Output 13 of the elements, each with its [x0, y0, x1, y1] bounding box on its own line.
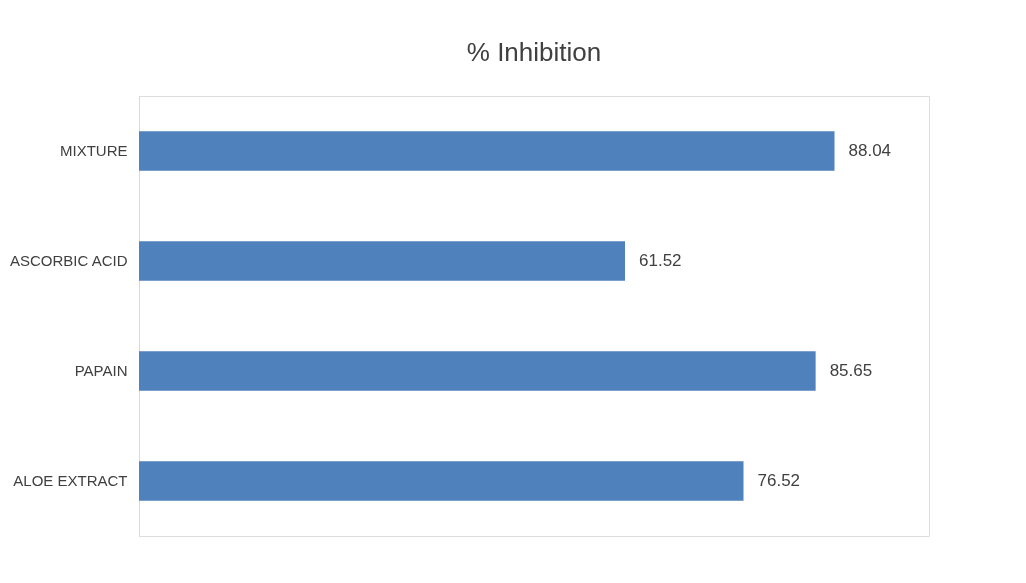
y-tick-label: ALOE EXTRACT — [13, 472, 128, 489]
data-label: 88.04 — [848, 141, 892, 160]
y-tick-label: PAPAIN — [74, 362, 128, 379]
chart-title: % Inhibition — [466, 37, 602, 67]
y-tick-label: ASCORBIC ACID — [9, 252, 128, 269]
data-label: 85.65 — [829, 361, 873, 380]
y-tick-label: MIXTURE — [60, 142, 128, 159]
bar — [139, 241, 626, 281]
data-label: 76.52 — [757, 471, 801, 490]
bar — [139, 351, 816, 391]
data-label: 61.52 — [639, 251, 682, 270]
bar — [139, 131, 835, 171]
bar — [139, 461, 744, 501]
